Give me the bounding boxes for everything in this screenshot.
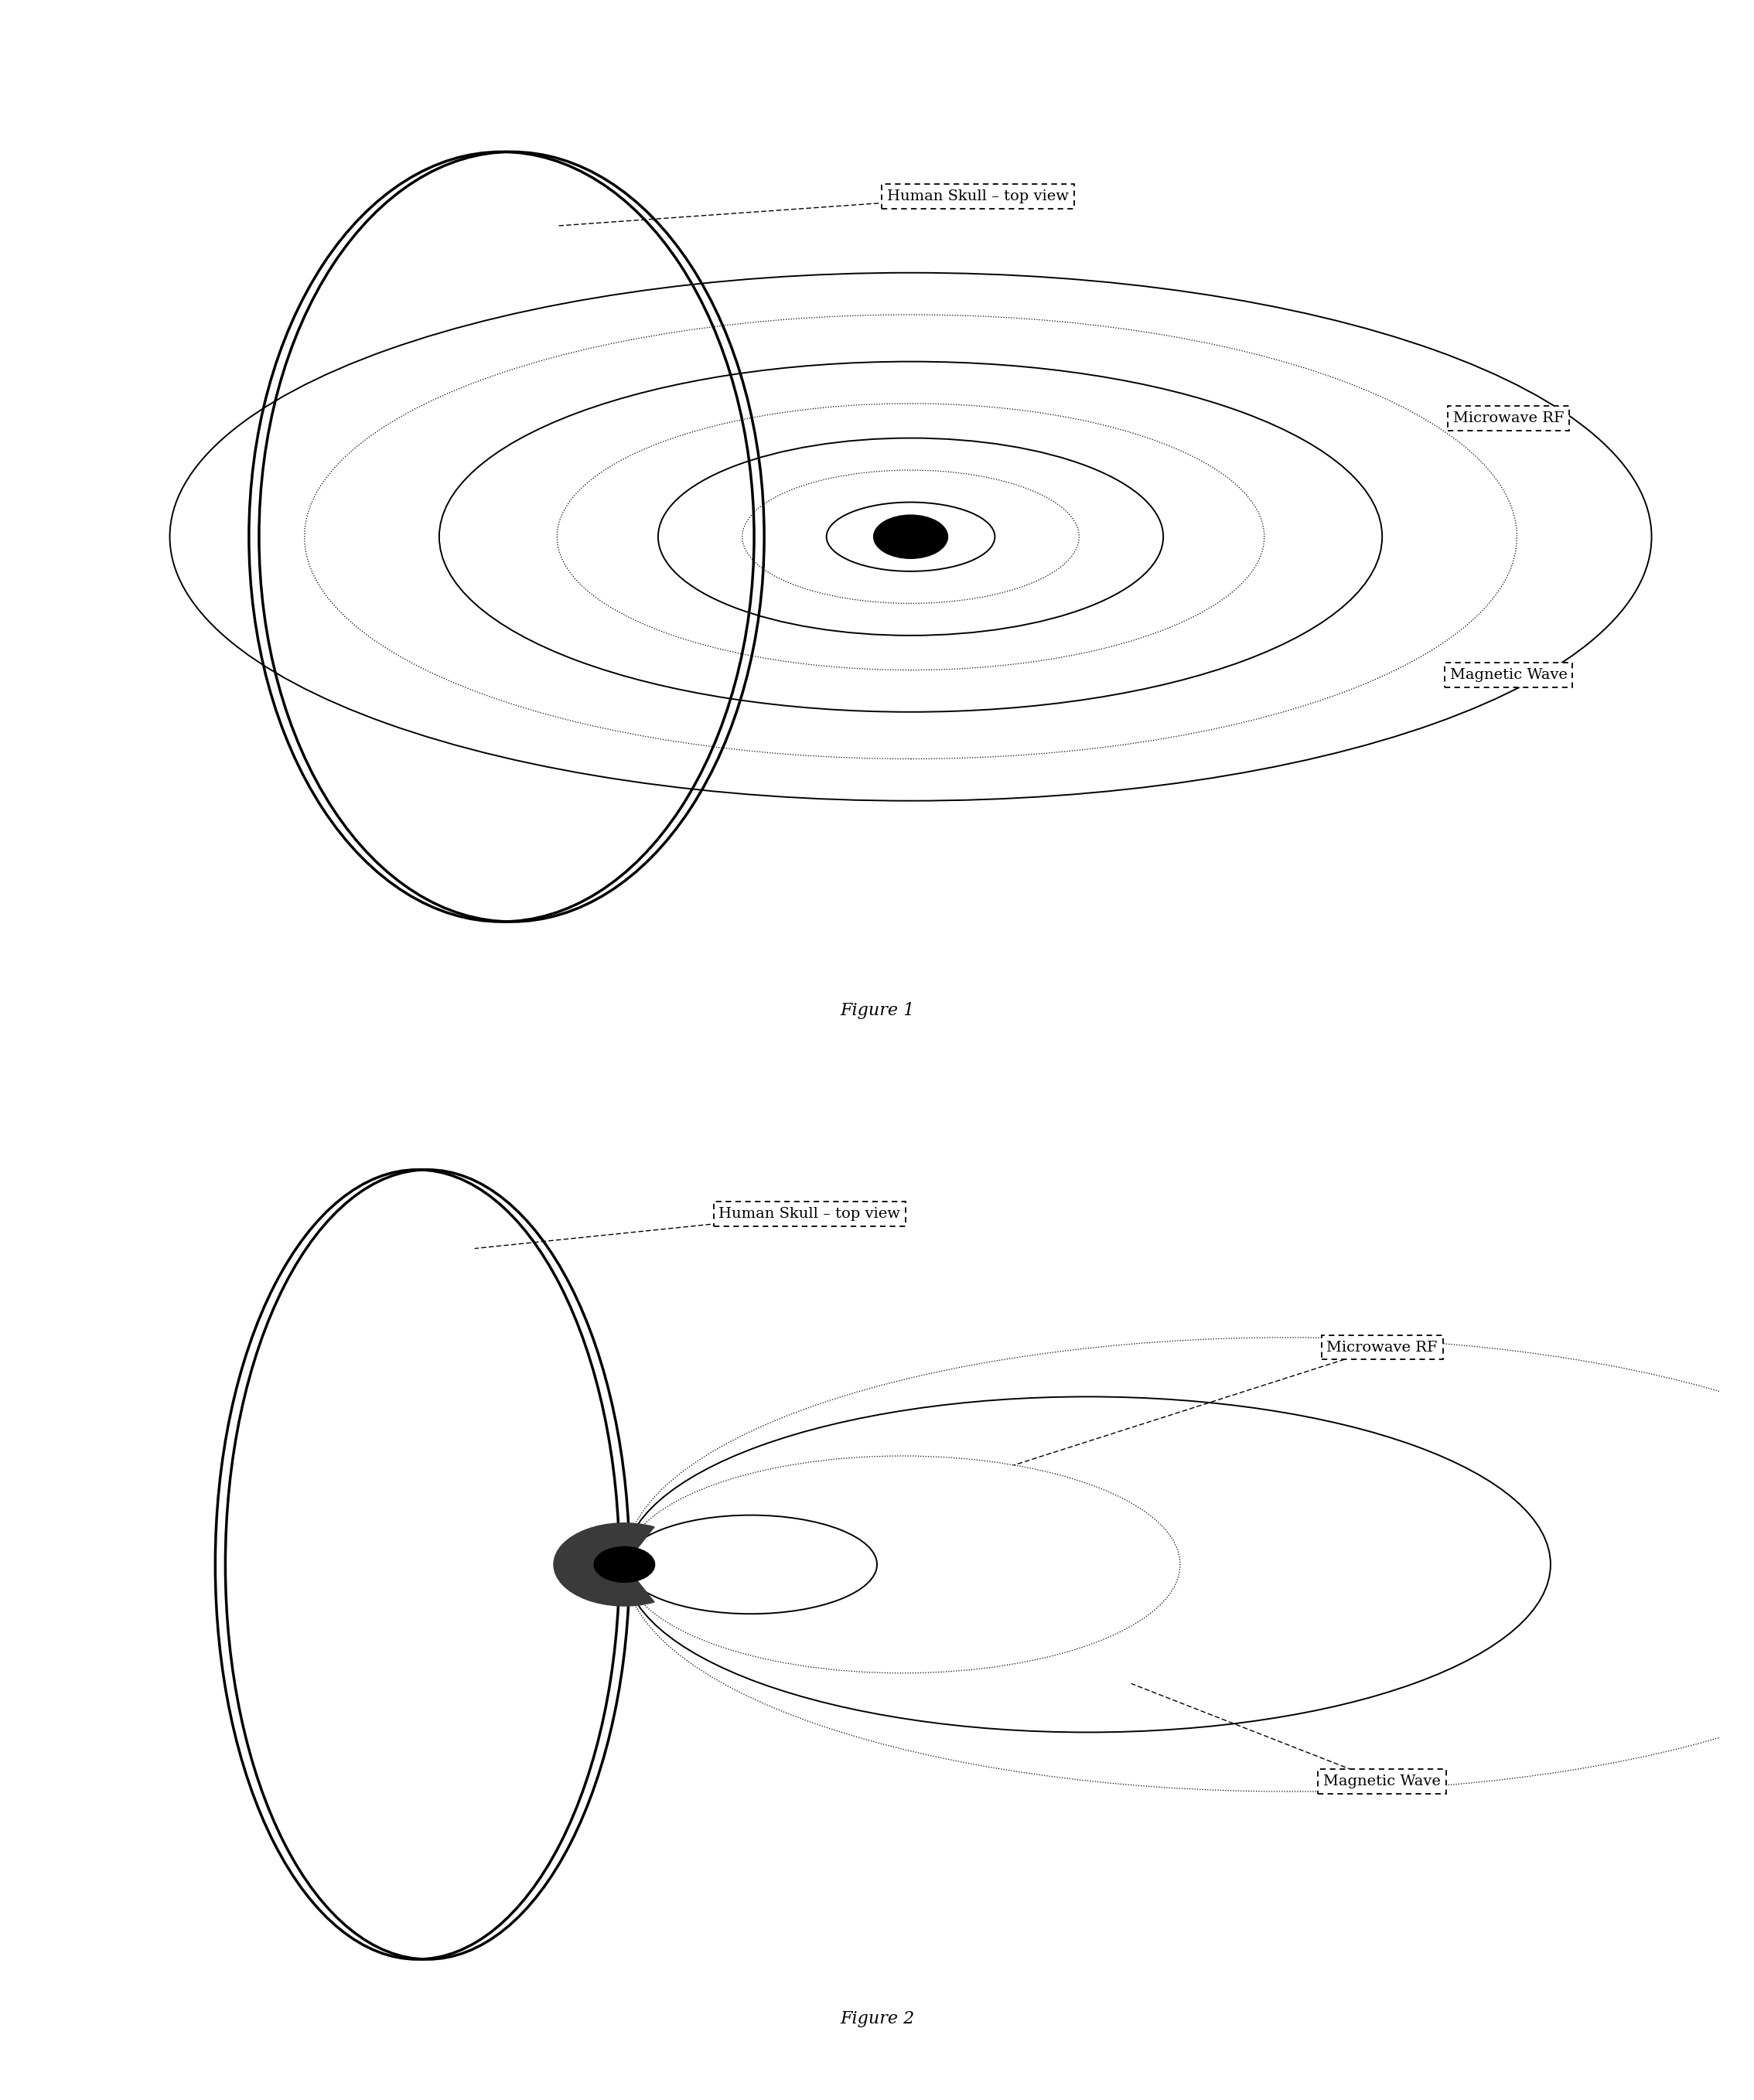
Text: Magnetic Wave: Magnetic Wave: [1451, 668, 1566, 683]
Wedge shape: [554, 1522, 654, 1606]
Text: Microwave RF: Microwave RF: [1452, 412, 1565, 426]
Text: Human Skull – top view: Human Skull – top view: [888, 189, 1068, 204]
Circle shape: [873, 514, 947, 559]
Text: Figure 2: Figure 2: [840, 2010, 914, 2027]
Circle shape: [595, 1548, 654, 1581]
Text: Figure 1: Figure 1: [840, 1002, 914, 1018]
Text: Microwave RF: Microwave RF: [1326, 1340, 1438, 1354]
Text: Magnetic Wave: Magnetic Wave: [1324, 1774, 1440, 1789]
Text: Human Skull – top view: Human Skull – top view: [719, 1208, 900, 1220]
